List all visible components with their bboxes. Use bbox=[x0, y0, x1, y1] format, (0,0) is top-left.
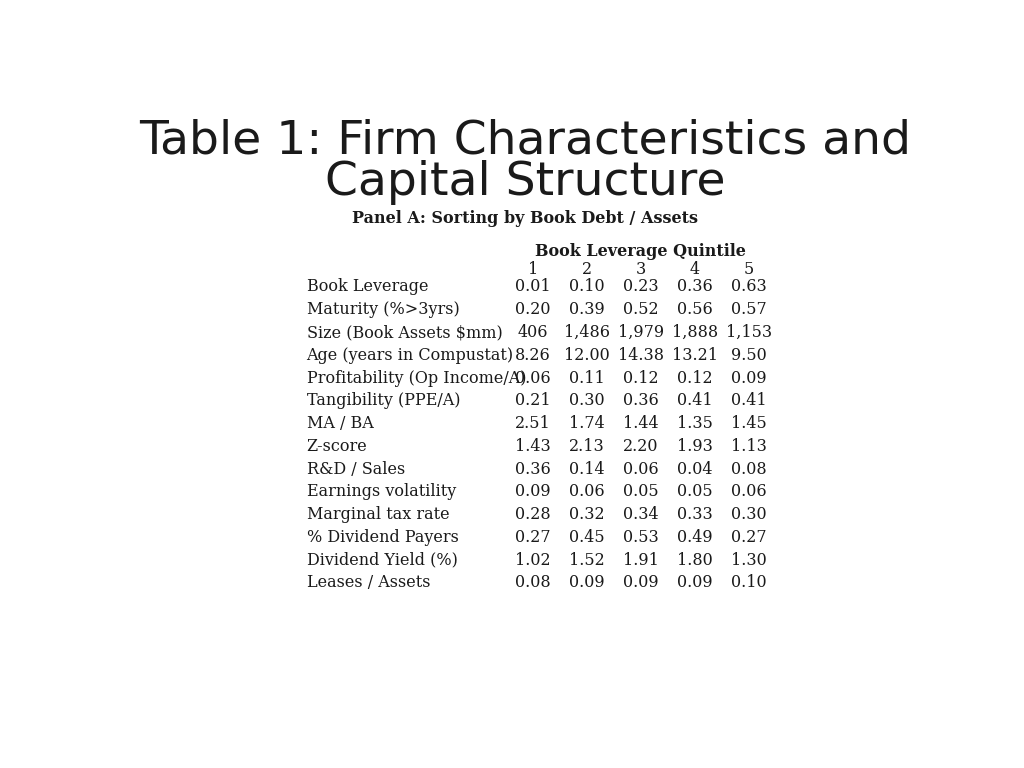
Text: 0.53: 0.53 bbox=[623, 529, 658, 546]
Text: 0.12: 0.12 bbox=[677, 369, 713, 386]
Text: 0.41: 0.41 bbox=[677, 392, 713, 409]
Text: 3: 3 bbox=[636, 260, 646, 278]
Text: 2.51: 2.51 bbox=[515, 415, 551, 432]
Text: 0.27: 0.27 bbox=[515, 529, 551, 546]
Text: 0.34: 0.34 bbox=[623, 506, 658, 523]
Text: 1,979: 1,979 bbox=[617, 324, 664, 341]
Text: 1.44: 1.44 bbox=[623, 415, 658, 432]
Text: Marginal tax rate: Marginal tax rate bbox=[306, 506, 450, 523]
Text: Size (Book Assets $mm): Size (Book Assets $mm) bbox=[306, 324, 503, 341]
Text: 0.49: 0.49 bbox=[677, 529, 713, 546]
Text: 1,888: 1,888 bbox=[672, 324, 718, 341]
Text: 0.45: 0.45 bbox=[569, 529, 604, 546]
Text: 1.74: 1.74 bbox=[568, 415, 604, 432]
Text: 0.06: 0.06 bbox=[623, 461, 658, 478]
Text: 5: 5 bbox=[743, 260, 754, 278]
Text: 4: 4 bbox=[689, 260, 699, 278]
Text: 0.09: 0.09 bbox=[569, 574, 604, 591]
Text: 0.56: 0.56 bbox=[677, 301, 713, 318]
Text: 0.23: 0.23 bbox=[623, 279, 658, 296]
Text: 2: 2 bbox=[582, 260, 592, 278]
Text: 1.93: 1.93 bbox=[677, 438, 713, 455]
Text: 0.57: 0.57 bbox=[731, 301, 767, 318]
Text: 0.52: 0.52 bbox=[623, 301, 658, 318]
Text: 0.36: 0.36 bbox=[623, 392, 658, 409]
Text: % Dividend Payers: % Dividend Payers bbox=[306, 529, 459, 546]
Text: 1,486: 1,486 bbox=[563, 324, 609, 341]
Text: 0.36: 0.36 bbox=[515, 461, 551, 478]
Text: 0.06: 0.06 bbox=[569, 483, 604, 500]
Text: 13.21: 13.21 bbox=[672, 346, 718, 364]
Text: 0.08: 0.08 bbox=[515, 574, 551, 591]
Text: 2.20: 2.20 bbox=[623, 438, 658, 455]
Text: 1.30: 1.30 bbox=[731, 551, 767, 568]
Text: 0.33: 0.33 bbox=[677, 506, 713, 523]
Text: Table 1: Firm Characteristics and: Table 1: Firm Characteristics and bbox=[139, 119, 910, 164]
Text: 0.12: 0.12 bbox=[623, 369, 658, 386]
Text: Book Leverage: Book Leverage bbox=[306, 279, 428, 296]
Text: 0.63: 0.63 bbox=[731, 279, 767, 296]
Text: 1.13: 1.13 bbox=[731, 438, 767, 455]
Text: R&D / Sales: R&D / Sales bbox=[306, 461, 404, 478]
Text: 0.11: 0.11 bbox=[568, 369, 604, 386]
Text: 1: 1 bbox=[527, 260, 538, 278]
Text: Panel A: Sorting by Book Debt / Assets: Panel A: Sorting by Book Debt / Assets bbox=[352, 210, 697, 227]
Text: 0.10: 0.10 bbox=[569, 279, 604, 296]
Text: 0.27: 0.27 bbox=[731, 529, 766, 546]
Text: 0.14: 0.14 bbox=[569, 461, 604, 478]
Text: 0.01: 0.01 bbox=[515, 279, 551, 296]
Text: 0.09: 0.09 bbox=[677, 574, 713, 591]
Text: 1.91: 1.91 bbox=[623, 551, 658, 568]
Text: Earnings volatility: Earnings volatility bbox=[306, 483, 456, 500]
Text: 1.80: 1.80 bbox=[677, 551, 713, 568]
Text: 1.45: 1.45 bbox=[731, 415, 767, 432]
Text: 9.50: 9.50 bbox=[731, 346, 767, 364]
Text: Capital Structure: Capital Structure bbox=[325, 161, 725, 205]
Text: 0.30: 0.30 bbox=[731, 506, 766, 523]
Text: 0.06: 0.06 bbox=[515, 369, 551, 386]
Text: 0.08: 0.08 bbox=[731, 461, 766, 478]
Text: 0.30: 0.30 bbox=[569, 392, 604, 409]
Text: 0.06: 0.06 bbox=[731, 483, 766, 500]
Text: Age (years in Compustat): Age (years in Compustat) bbox=[306, 346, 514, 364]
Text: 8.26: 8.26 bbox=[515, 346, 551, 364]
Text: 1.43: 1.43 bbox=[515, 438, 551, 455]
Text: 0.09: 0.09 bbox=[623, 574, 658, 591]
Text: 406: 406 bbox=[517, 324, 548, 341]
Text: 1.35: 1.35 bbox=[677, 415, 713, 432]
Text: MA / BA: MA / BA bbox=[306, 415, 374, 432]
Text: 1,153: 1,153 bbox=[726, 324, 772, 341]
Text: 0.10: 0.10 bbox=[731, 574, 766, 591]
Text: 0.36: 0.36 bbox=[677, 279, 713, 296]
Text: 14.38: 14.38 bbox=[617, 346, 664, 364]
Text: Z-score: Z-score bbox=[306, 438, 368, 455]
Text: 1.52: 1.52 bbox=[568, 551, 604, 568]
Text: 0.39: 0.39 bbox=[568, 301, 604, 318]
Text: Profitability (Op Income/A): Profitability (Op Income/A) bbox=[306, 369, 526, 386]
Text: 0.04: 0.04 bbox=[677, 461, 713, 478]
Text: 0.05: 0.05 bbox=[677, 483, 713, 500]
Text: 0.09: 0.09 bbox=[515, 483, 551, 500]
Text: Dividend Yield (%): Dividend Yield (%) bbox=[306, 551, 458, 568]
Text: Maturity (%>3yrs): Maturity (%>3yrs) bbox=[306, 301, 460, 318]
Text: 12.00: 12.00 bbox=[564, 346, 609, 364]
Text: 0.20: 0.20 bbox=[515, 301, 551, 318]
Text: 1.02: 1.02 bbox=[515, 551, 551, 568]
Text: 0.32: 0.32 bbox=[569, 506, 604, 523]
Text: Book Leverage Quintile: Book Leverage Quintile bbox=[536, 243, 746, 260]
Text: Leases / Assets: Leases / Assets bbox=[306, 574, 430, 591]
Text: 0.09: 0.09 bbox=[731, 369, 766, 386]
Text: 0.21: 0.21 bbox=[515, 392, 551, 409]
Text: 0.05: 0.05 bbox=[623, 483, 658, 500]
Text: 0.28: 0.28 bbox=[515, 506, 551, 523]
Text: 0.41: 0.41 bbox=[731, 392, 766, 409]
Text: Tangibility (PPE/A): Tangibility (PPE/A) bbox=[306, 392, 460, 409]
Text: 2.13: 2.13 bbox=[568, 438, 604, 455]
